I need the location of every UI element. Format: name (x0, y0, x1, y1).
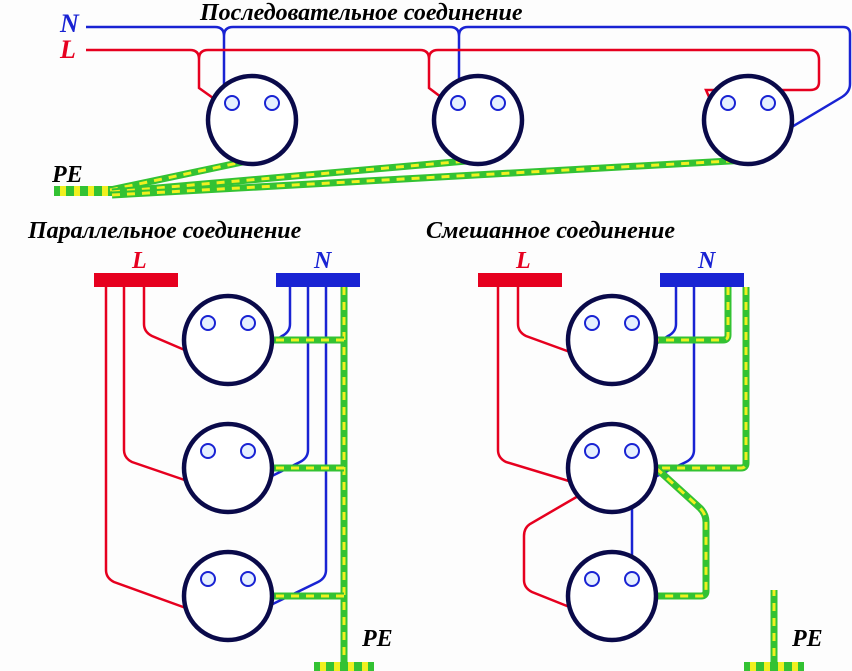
socket-mixed-3 (568, 552, 656, 640)
live-label-top: L (59, 35, 76, 64)
mixed-title: Смешанное соединение (426, 218, 675, 244)
neutral-label-parallel: N (313, 248, 333, 274)
earth-label-parallel: PE (361, 626, 393, 652)
socket-serial-3 (704, 76, 792, 164)
neutral-bar-mixed (660, 273, 744, 287)
earth-wires-serial (110, 160, 748, 195)
socket-parallel-2 (184, 424, 272, 512)
socket-mixed-1 (568, 296, 656, 384)
neutral-bar-parallel (276, 273, 360, 287)
pe-terminal-parallel (314, 662, 374, 671)
serial-title: Последовательное соединение (199, 0, 523, 26)
socket-mixed-2 (568, 424, 656, 512)
earth-label-mixed: PE (791, 626, 823, 652)
socket-serial-1 (208, 76, 296, 164)
earth-wires-mixed (656, 287, 774, 671)
live-label-mixed: L (515, 248, 531, 274)
socket-parallel-3 (184, 552, 272, 640)
socket-parallel-1 (184, 296, 272, 384)
pe-terminal-mixed (744, 662, 804, 671)
live-label-parallel: L (131, 248, 147, 274)
live-bar-parallel (94, 273, 178, 287)
pe-terminal-top (54, 186, 114, 196)
live-bar-mixed (478, 273, 562, 287)
neutral-label-mixed: N (697, 248, 717, 274)
neutral-label-top: N (59, 9, 80, 38)
socket-serial-2 (434, 76, 522, 164)
earth-label-top: PE (51, 162, 83, 188)
parallel-title: Параллельное соединение (27, 218, 302, 244)
wiring-diagram: Последовательное соединение N L PE (0, 0, 852, 671)
